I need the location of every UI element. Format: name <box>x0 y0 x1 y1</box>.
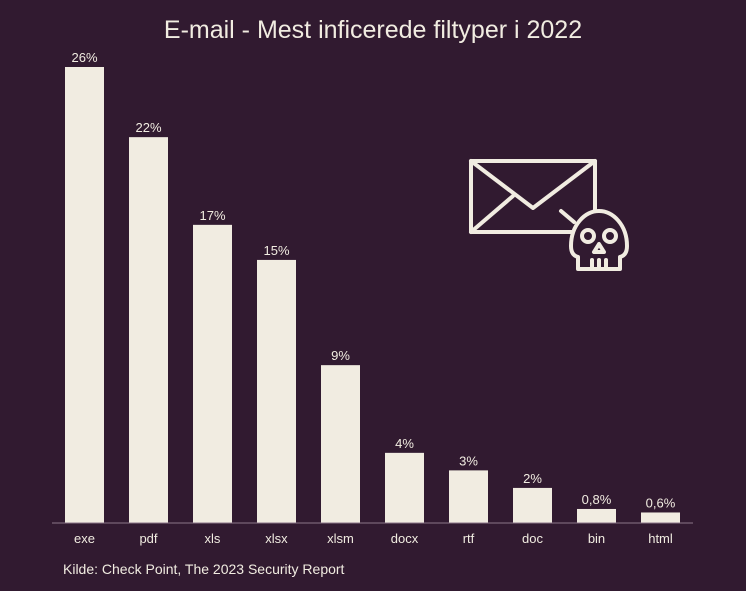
chart-title: E-mail - Mest inficerede filtyper i 2022 <box>163 16 583 44</box>
bar-bin <box>577 508 616 523</box>
value-label-xlsx: 15% <box>263 243 289 258</box>
category-label-xlsm: xlsm <box>327 531 354 546</box>
value-label-pdf: 22% <box>135 120 161 135</box>
value-label-rtf: 3% <box>459 453 478 468</box>
category-label-rtf: rtf <box>463 531 475 546</box>
category-label-xlsx: xlsx <box>265 531 288 546</box>
category-label-xls: xls <box>205 531 221 546</box>
category-labels-group: exe pdf xls xlsx xlsm docx rtf doc bin html <box>74 531 673 546</box>
bar-xls <box>193 224 232 523</box>
bar-exe <box>65 67 104 523</box>
value-label-docx: 4% <box>395 436 414 451</box>
category-label-pdf: pdf <box>139 531 157 546</box>
bar-xlsx <box>257 259 296 523</box>
value-labels-group: 26% 22% 17% 15% 9% 4% 3% 2% 0,8% 0,6% <box>71 50 675 510</box>
envelope-skull-icon <box>469 159 629 271</box>
category-label-docx: docx <box>391 531 419 546</box>
value-label-xls: 17% <box>199 208 225 223</box>
source-note: Kilde: Check Point, The 2023 Security Re… <box>63 561 345 577</box>
category-label-doc: doc <box>522 531 543 546</box>
value-label-doc: 2% <box>523 471 542 486</box>
bar-xlsm <box>321 365 360 523</box>
bar-html <box>641 512 680 523</box>
category-label-bin: bin <box>588 531 605 546</box>
value-label-xlsm: 9% <box>331 348 350 363</box>
bar-pdf <box>129 137 168 523</box>
category-label-html: html <box>648 531 673 546</box>
bars-group <box>65 67 680 523</box>
value-label-exe: 26% <box>71 50 97 65</box>
value-label-bin: 0,8% <box>582 492 612 507</box>
bar-doc <box>513 487 552 523</box>
value-label-html: 0,6% <box>646 495 676 510</box>
bar-docx <box>385 452 424 523</box>
category-label-exe: exe <box>74 531 95 546</box>
bar-rtf <box>449 470 488 523</box>
